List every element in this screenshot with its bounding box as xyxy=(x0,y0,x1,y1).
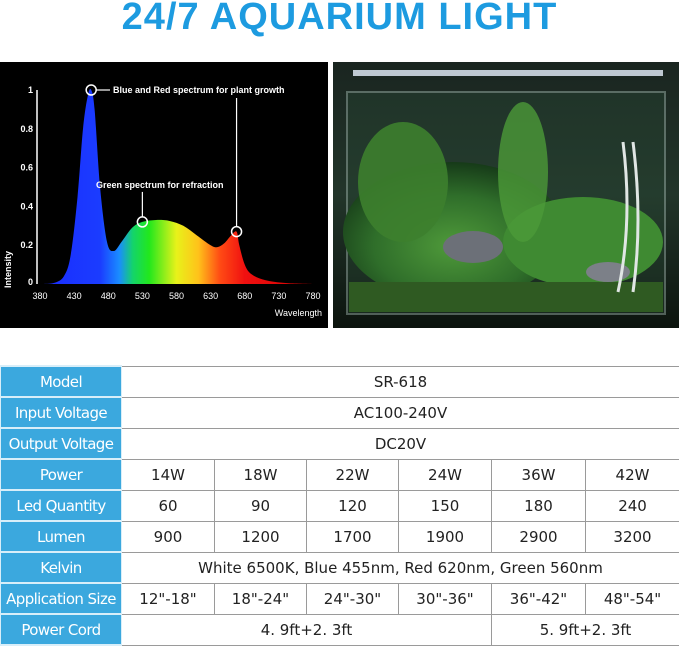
table-cell: SR-618 xyxy=(120,365,679,398)
spectrum-chart-svg: 0 0.2 0.4 0.6 0.8 1 380 430 480 530 580 630 680 730 78… xyxy=(3,84,322,318)
aquarium-illustration xyxy=(333,62,679,328)
row-label: Power xyxy=(0,458,122,491)
table-row: Model SR-618 xyxy=(0,365,679,398)
row-label: Model xyxy=(0,365,122,398)
annotation-text: Blue and Red spectrum for plant growth xyxy=(113,85,285,95)
table-row: Led Quantity 60 90 120 150 180 240 xyxy=(0,489,679,522)
x-tick-label: 480 xyxy=(101,291,116,301)
table-cell: 24"-30" xyxy=(306,582,399,615)
y-tick-label: 0.8 xyxy=(20,124,33,134)
table-cell: 60 xyxy=(121,489,215,522)
table-cell: 150 xyxy=(398,489,492,522)
table-cell: 3200 xyxy=(584,520,679,553)
y-tick-label: 0.2 xyxy=(20,240,33,250)
table-cell: White 6500K, Blue 455nm, Red 620nm, Gree… xyxy=(120,551,679,584)
x-tick-label: 580 xyxy=(169,291,184,301)
table-cell: AC100-240V xyxy=(120,396,679,429)
row-label: Application Size xyxy=(0,582,122,615)
table-cell: 1200 xyxy=(214,520,307,553)
table-row: Output Voltage DC20V xyxy=(0,427,679,460)
x-tick-label: 430 xyxy=(67,291,82,301)
annotation-text: Green spectrum for refraction xyxy=(96,180,224,190)
x-tick-label: 530 xyxy=(135,291,150,301)
table-cell: 2900 xyxy=(491,520,586,553)
table-cell: 180 xyxy=(491,489,586,522)
table-cell: 1700 xyxy=(306,520,399,553)
table-cell: 18W xyxy=(214,458,307,491)
table-cell: 1900 xyxy=(398,520,492,553)
y-tick-label: 1 xyxy=(28,85,33,95)
table-cell: 240 xyxy=(584,489,679,522)
table-cell: 14W xyxy=(121,458,215,491)
table-cell: 5. 9ft+2. 3ft xyxy=(490,613,679,646)
table-cell: 48"-54" xyxy=(584,582,679,615)
table-row: Input Voltage AC100-240V xyxy=(0,396,679,429)
table-cell: DC20V xyxy=(120,427,679,460)
x-axis-label: Wavelength xyxy=(275,308,322,318)
spectrum-area xyxy=(40,89,313,285)
x-tick-label: 730 xyxy=(271,291,286,301)
spectrum-chart: 0 0.2 0.4 0.6 0.8 1 380 430 480 530 580 630 680 730 78… xyxy=(0,62,328,328)
annotation-marker xyxy=(136,216,149,228)
y-tick-label: 0 xyxy=(28,277,33,287)
table-cell: 22W xyxy=(306,458,399,491)
row-label: Lumen xyxy=(0,520,122,553)
table-cell: 42W xyxy=(584,458,679,491)
table-row: Power 14W 18W 22W 24W 36W 42W xyxy=(0,458,679,491)
x-tick-label: 630 xyxy=(203,291,218,301)
table-row: Lumen 900 1200 1700 1900 2900 3200 xyxy=(0,520,679,553)
table-cell: 120 xyxy=(306,489,399,522)
table-cell: 4. 9ft+2. 3ft xyxy=(121,613,492,646)
table-row: Kelvin White 6500K, Blue 455nm, Red 620nm… xyxy=(0,551,679,584)
annotation-marker xyxy=(85,84,97,96)
table-cell: 90 xyxy=(214,489,307,522)
x-tick-label: 680 xyxy=(237,291,252,301)
page-title: 24/7 AQUARIUM LIGHT xyxy=(121,0,558,38)
table-cell: 36"-42" xyxy=(491,582,586,615)
x-tick-label: 780 xyxy=(305,291,320,301)
table-row: Application Size 12"-18" 18"-24" 24"-30" 30"… xyxy=(0,582,679,615)
spec-table: Model SR-618 Input Voltage AC100-240V Output… xyxy=(0,365,679,646)
table-cell: 18"-24" xyxy=(214,582,307,615)
table-cell: 36W xyxy=(491,458,586,491)
row-label: Led Quantity xyxy=(0,489,122,522)
x-tick-label: 380 xyxy=(32,291,47,301)
table-cell: 12"-18" xyxy=(121,582,215,615)
row-label: Power Cord xyxy=(0,613,122,646)
table-cell: 24W xyxy=(398,458,492,491)
table-cell: 30"-36" xyxy=(398,582,492,615)
y-axis-label: Intensity xyxy=(3,251,13,288)
aquarium-photo xyxy=(333,62,679,328)
row-label: Input Voltage xyxy=(0,396,122,429)
row-label: Kelvin xyxy=(0,551,122,584)
table-row: Power Cord 4. 9ft+2. 3ft 5. 9ft+2. 3ft xyxy=(0,613,679,646)
table-cell: 900 xyxy=(121,520,215,553)
y-tick-label: 0.4 xyxy=(20,201,33,211)
annotation-marker xyxy=(230,225,243,238)
row-label: Output Voltage xyxy=(0,427,122,460)
y-tick-label: 0.6 xyxy=(20,163,33,173)
